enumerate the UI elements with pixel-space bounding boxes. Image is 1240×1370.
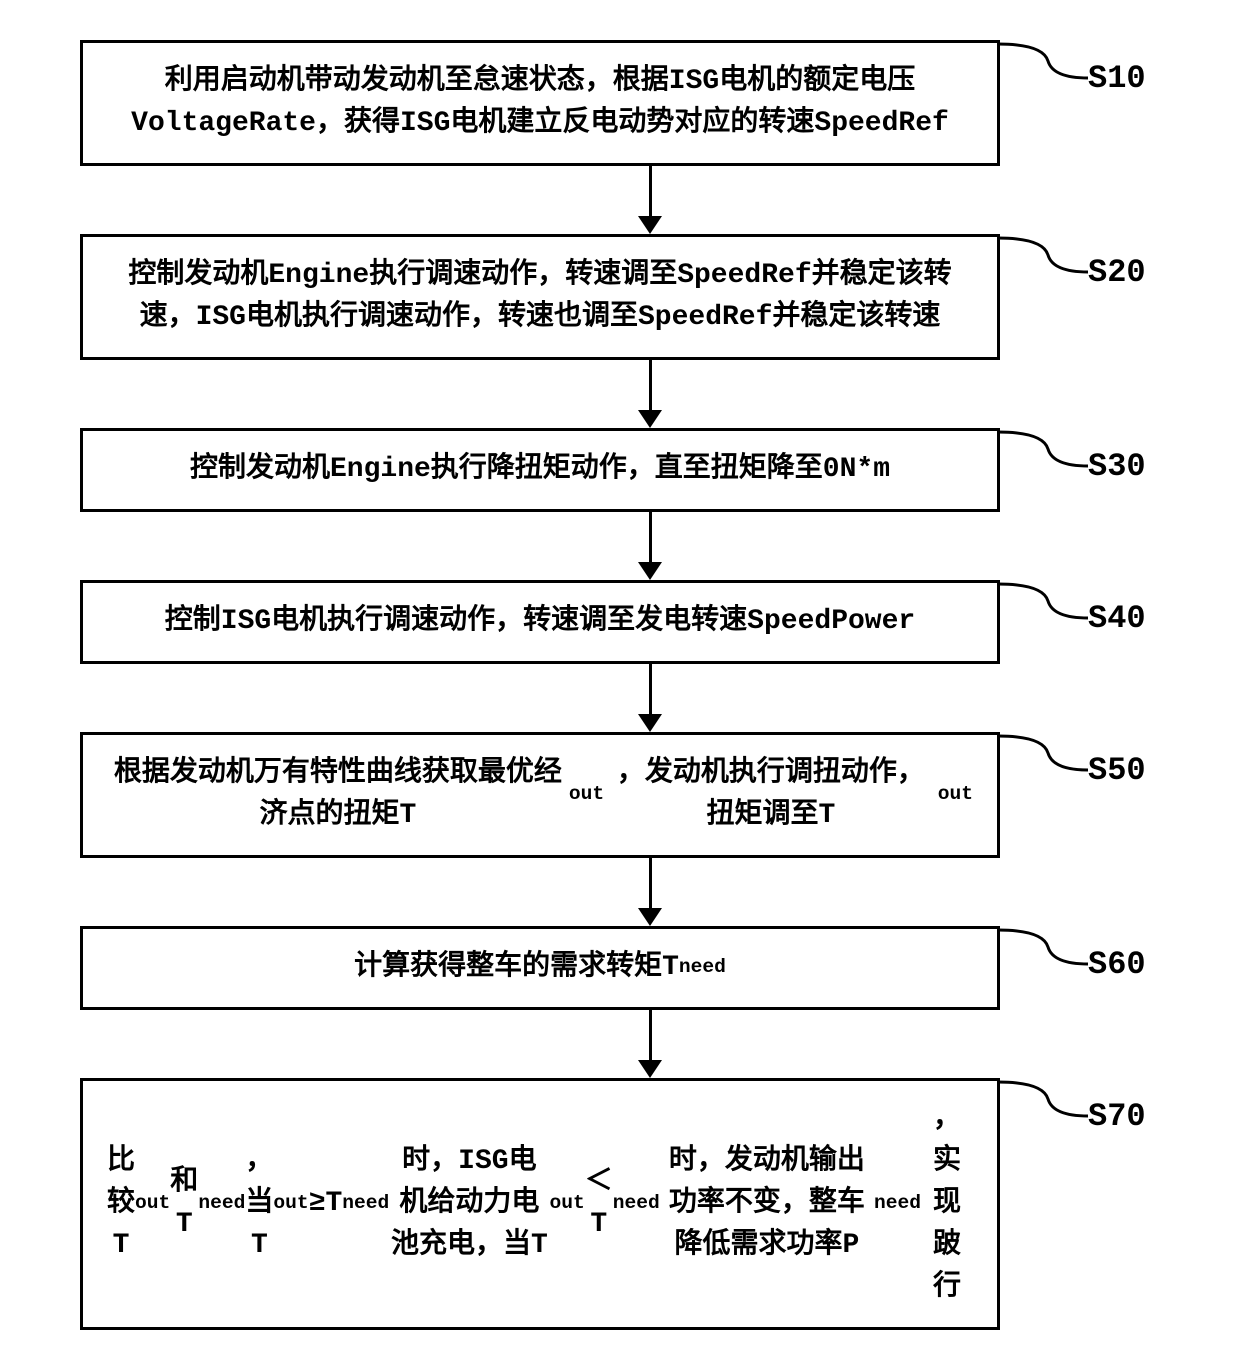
flowchart-container: 利用启动机带动发动机至怠速状态，根据ISG电机的额定电压VoltageRate，… [20, 40, 1220, 1330]
connector-curve-icon [998, 728, 1088, 778]
arrow-down-icon [190, 360, 1110, 428]
arrow-down-icon [190, 664, 1110, 732]
arrow-head-icon [638, 714, 662, 732]
connector-curve-icon [998, 576, 1088, 626]
label-connector-s60: S60 [998, 922, 1146, 983]
step-row-s60: 计算获得整车的需求转矩Tneed S60 [20, 926, 1220, 1010]
step-box-s10: 利用启动机带动发动机至怠速状态，根据ISG电机的额定电压VoltageRate，… [80, 40, 1000, 166]
label-connector-s70: S70 [998, 1074, 1146, 1135]
arrow-line [649, 1010, 652, 1060]
arrow-line [649, 166, 652, 216]
label-connector-s10: S10 [998, 36, 1146, 97]
step-box-s60: 计算获得整车的需求转矩Tneed [80, 926, 1000, 1010]
step-box-s30: 控制发动机Engine执行降扭矩动作，直至扭矩降至0N*m [80, 428, 1000, 512]
connector-curve-icon [998, 36, 1088, 86]
connector-curve-icon [998, 1074, 1088, 1124]
arrow-line [649, 360, 652, 410]
arrow-down-icon [190, 858, 1110, 926]
step-row-s50: 根据发动机万有特性曲线获取最优经济点的扭矩Tout，发动机执行调扭动作，扭矩调至… [20, 732, 1220, 858]
arrow-head-icon [638, 562, 662, 580]
step-label-s30: S30 [1088, 448, 1146, 485]
step-label-s40: S40 [1088, 600, 1146, 637]
label-connector-s20: S20 [998, 230, 1146, 291]
step-label-s50: S50 [1088, 752, 1146, 789]
connector-curve-icon [998, 424, 1088, 474]
step-box-s70: 比较Tout和Tneed，当Tout≥Tneed时，ISG电机给动力电池充电，当… [80, 1078, 1000, 1330]
arrow-down-icon [190, 1010, 1110, 1078]
step-row-s70: 比较Tout和Tneed，当Tout≥Tneed时，ISG电机给动力电池充电，当… [20, 1078, 1220, 1330]
step-row-s10: 利用启动机带动发动机至怠速状态，根据ISG电机的额定电压VoltageRate，… [20, 40, 1220, 166]
arrow-head-icon [638, 216, 662, 234]
step-row-s40: 控制ISG电机执行调速动作，转速调至发电转速SpeedPower S40 [20, 580, 1220, 664]
arrow-line [649, 512, 652, 562]
arrow-head-icon [638, 410, 662, 428]
step-box-s40: 控制ISG电机执行调速动作，转速调至发电转速SpeedPower [80, 580, 1000, 664]
arrow-head-icon [638, 908, 662, 926]
connector-curve-icon [998, 922, 1088, 972]
step-row-s30: 控制发动机Engine执行降扭矩动作，直至扭矩降至0N*m S30 [20, 428, 1220, 512]
step-label-s20: S20 [1088, 254, 1146, 291]
step-label-s70: S70 [1088, 1098, 1146, 1135]
step-row-s20: 控制发动机Engine执行调速动作，转速调至SpeedRef并稳定该转速，ISG… [20, 234, 1220, 360]
step-box-s20: 控制发动机Engine执行调速动作，转速调至SpeedRef并稳定该转速，ISG… [80, 234, 1000, 360]
label-connector-s50: S50 [998, 728, 1146, 789]
step-box-s50: 根据发动机万有特性曲线获取最优经济点的扭矩Tout，发动机执行调扭动作，扭矩调至… [80, 732, 1000, 858]
connector-curve-icon [998, 230, 1088, 280]
label-connector-s40: S40 [998, 576, 1146, 637]
step-label-s60: S60 [1088, 946, 1146, 983]
arrow-down-icon [190, 512, 1110, 580]
label-connector-s30: S30 [998, 424, 1146, 485]
arrow-head-icon [638, 1060, 662, 1078]
arrow-down-icon [190, 166, 1110, 234]
arrow-line [649, 664, 652, 714]
step-label-s10: S10 [1088, 60, 1146, 97]
arrow-line [649, 858, 652, 908]
